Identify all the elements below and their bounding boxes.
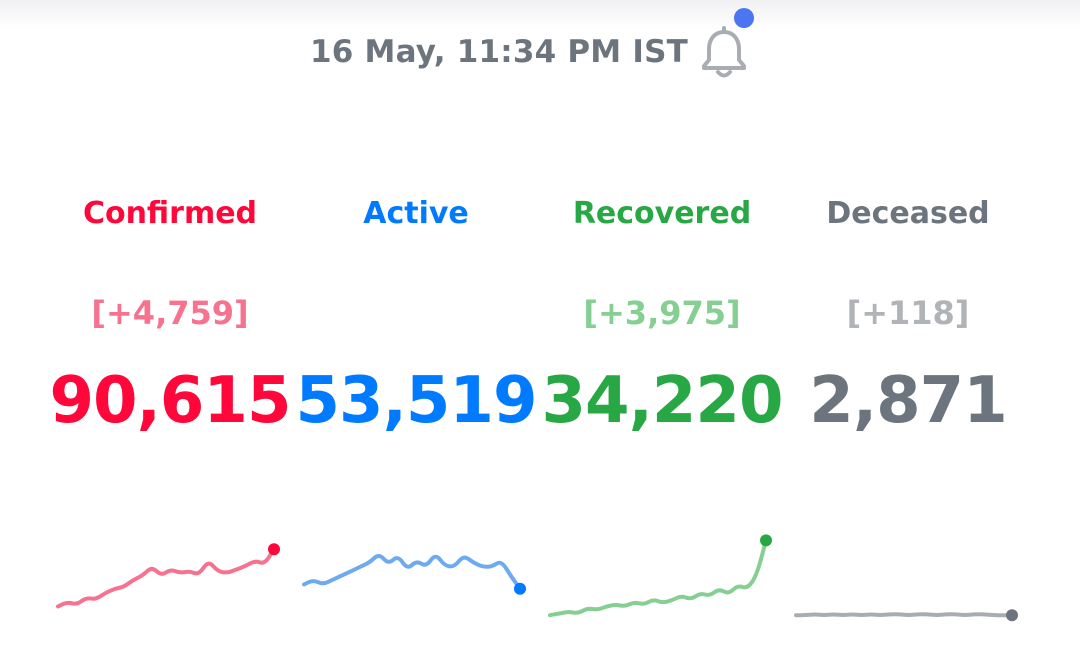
stat-total: 90,615 xyxy=(49,364,292,438)
notifications-button[interactable] xyxy=(698,8,754,82)
sparkline-end-dot xyxy=(760,534,772,547)
stat-label: Recovered xyxy=(572,196,752,231)
notification-dot xyxy=(734,8,754,28)
stat-deceased[interactable]: Deceased [+118] 2,871 xyxy=(788,190,1028,650)
stat-total: 53,519 xyxy=(295,364,538,438)
stats-panel: Confirmed [+4,759] 90,615 Active 53,519 … xyxy=(0,190,1080,650)
sparkline-active xyxy=(302,554,526,595)
sparkline-end-dot xyxy=(1006,609,1018,622)
sparkline-path xyxy=(56,547,276,609)
stat-label: Deceased xyxy=(826,196,990,231)
stat-total: 34,220 xyxy=(541,364,784,438)
sparkline-path xyxy=(302,554,522,591)
top-bar xyxy=(0,0,1080,100)
stat-label: Active xyxy=(363,196,469,231)
sparkline-confirmed xyxy=(56,543,280,609)
stat-total: 2,871 xyxy=(809,364,1007,438)
sparkline-path xyxy=(794,612,1014,618)
sparkline-recovered xyxy=(548,534,772,618)
sparkline-path xyxy=(548,538,768,618)
stat-recovered[interactable]: Recovered [+3,975] 34,220 xyxy=(542,190,783,650)
sparkline-end-dot xyxy=(514,582,526,595)
sparkline-end-dot xyxy=(268,543,280,556)
last-updated-timestamp: 16 May, 11:34 PM IST xyxy=(310,34,688,70)
stat-label: Confirmed xyxy=(82,196,258,231)
header: 16 May, 11:34 PM IST xyxy=(0,8,1080,82)
stat-delta: [+3,975] xyxy=(583,294,741,332)
bell-icon xyxy=(702,26,746,78)
stat-delta: [+4,759] xyxy=(91,294,249,332)
stat-confirmed[interactable]: Confirmed [+4,759] 90,615 xyxy=(50,190,291,650)
stat-delta: [+118] xyxy=(846,294,970,332)
stat-active[interactable]: Active 53,519 xyxy=(296,190,537,650)
sparkline-deceased xyxy=(794,609,1018,622)
